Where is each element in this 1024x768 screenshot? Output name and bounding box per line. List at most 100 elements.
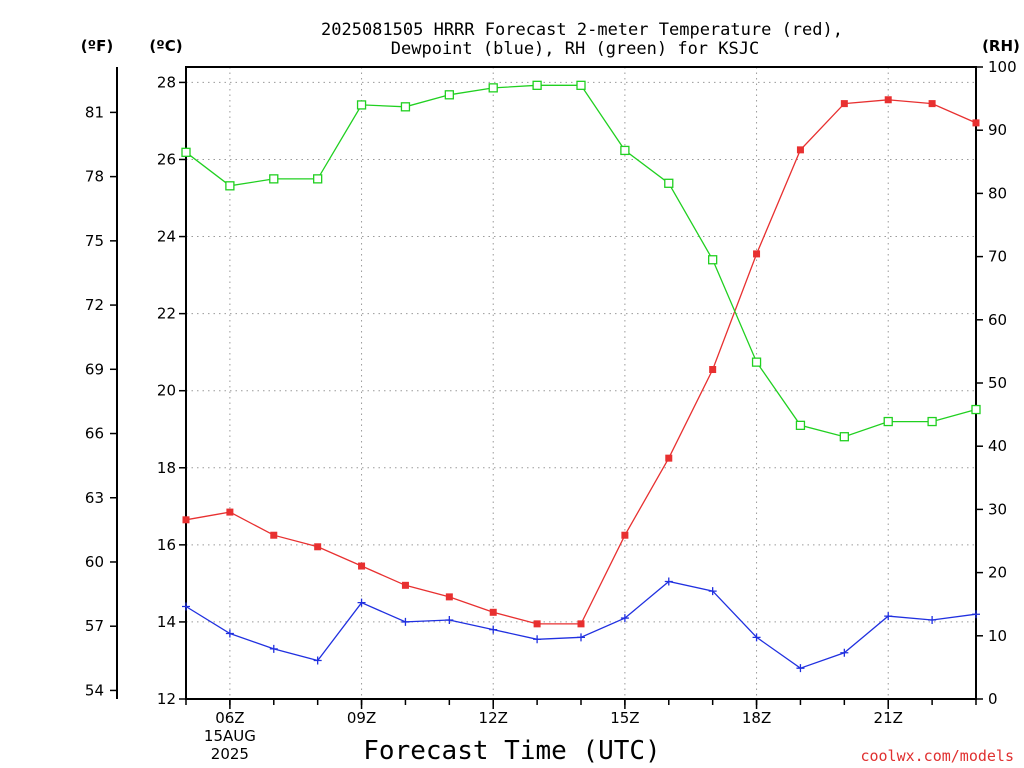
celsius-tick-label: 18 [157, 459, 176, 477]
labels: 2025081505 HRRR Forecast 2-meter Tempera… [81, 20, 1020, 766]
temperature-point [753, 250, 761, 258]
celsius-tick-label: 12 [157, 690, 176, 708]
rh-point [269, 174, 279, 184]
chart-title: 2025081505 HRRR Forecast 2-meter Tempera… [321, 20, 843, 40]
chart-subtitle: Dewpoint (blue), RH (green) for KSJC [391, 39, 759, 59]
x-tick-label: 18Z [742, 709, 771, 727]
x-tick-label: 09Z [347, 709, 376, 727]
temperature-point [489, 608, 497, 616]
credit-link[interactable]: coolwx.com/models [860, 747, 1014, 765]
celsius-tick-label: 20 [157, 382, 176, 400]
dewpoint-point [884, 612, 893, 621]
dewpoint-point [182, 602, 190, 611]
fahrenheit-tick-label: 66 [85, 425, 104, 443]
rh-point [708, 255, 718, 265]
rh-tick-label: 10 [988, 627, 1007, 645]
dewpoint-point [840, 648, 849, 657]
x-date-label: 15AUG [204, 727, 256, 745]
fahrenheit-tick-label: 69 [85, 360, 104, 378]
x-year-label: 2025 [211, 745, 249, 763]
dewpoint-point [708, 587, 717, 596]
rh-point [927, 416, 937, 427]
rh-point [400, 102, 411, 112]
rh-point [313, 174, 323, 184]
dewpoint-point [357, 598, 366, 607]
fahrenheit-tick-label: 75 [85, 232, 104, 250]
rh-point [971, 404, 981, 415]
temperature-point [928, 100, 936, 108]
temperature-point [182, 516, 190, 524]
temperature-point [358, 562, 366, 570]
rh-tick-label: 40 [988, 437, 1007, 455]
rh-line [185, 84, 977, 438]
rh-tick-label: 60 [988, 311, 1007, 329]
celsius-tick-label: 14 [157, 613, 176, 631]
rh-point [664, 178, 674, 188]
celsius-tick-label: 22 [157, 305, 176, 323]
rh-point [225, 181, 235, 191]
fahrenheit-tick-label: 54 [85, 681, 104, 699]
series [181, 80, 981, 673]
x-axis-title: Forecast Time (UTC) [363, 736, 660, 766]
temperature-point [972, 119, 980, 127]
rh-tick-label: 20 [988, 564, 1007, 582]
rh-tick-label: 50 [988, 374, 1007, 392]
x-tick-label: 12Z [479, 709, 508, 727]
temperature-point [401, 581, 409, 589]
temperature-point [445, 593, 453, 601]
rh-unit-label: (RH) [982, 37, 1020, 55]
rh-point [620, 145, 630, 156]
dewpoint-point [928, 616, 937, 624]
dewpoint-point [445, 616, 454, 624]
fahrenheit-unit-label: (ºF) [81, 37, 113, 55]
x-tick-label: 06Z [215, 709, 244, 727]
rh-tick-label: 70 [988, 248, 1007, 266]
celsius-unit-label: (ºC) [149, 37, 182, 55]
temperature-point [270, 531, 278, 539]
temperature-point [314, 543, 322, 551]
fahrenheit-tick-label: 78 [85, 168, 104, 186]
temperature-point [665, 454, 673, 462]
rh-point [576, 80, 586, 90]
dewpoint-point [225, 629, 234, 638]
x-tick-label: 21Z [874, 709, 903, 727]
fahrenheit-tick-label: 72 [85, 296, 104, 314]
celsius-tick-label: 26 [157, 150, 176, 168]
rh-point [883, 416, 893, 427]
rh-point [444, 90, 454, 100]
fahrenheit-tick-label: 63 [85, 489, 104, 507]
dewpoint-point [401, 617, 410, 626]
rh-tick-label: 100 [988, 58, 1017, 76]
rh-tick-label: 30 [988, 500, 1007, 518]
rh-point [751, 357, 762, 367]
dewpoint-point [577, 633, 585, 642]
fahrenheit-tick-label: 57 [85, 617, 104, 635]
rh-point [532, 80, 542, 90]
x-tick-label: 15Z [610, 709, 639, 727]
dewpoint-point [620, 614, 629, 623]
temperature-point [621, 531, 629, 539]
fahrenheit-tick-label: 60 [85, 553, 104, 571]
fahrenheit-tick-label: 81 [85, 103, 104, 121]
temperature-point [884, 96, 892, 104]
dewpoint-point [489, 625, 498, 634]
rh-point [839, 432, 849, 442]
rh-tick-label: 0 [988, 690, 998, 708]
dewpoint-point [752, 633, 761, 642]
temperature-point [226, 508, 234, 516]
rh-point [488, 83, 498, 93]
temperature-point [709, 366, 717, 374]
celsius-tick-label: 16 [157, 536, 176, 554]
dewpoint-point [533, 635, 542, 644]
temperature-point [840, 100, 848, 108]
temperature-point [577, 620, 585, 628]
celsius-tick-label: 28 [157, 73, 176, 91]
rh-point [181, 147, 191, 157]
rh-point [356, 100, 367, 110]
axes: 12 14 16 18 20 22 24 26 28 54 57 60 63 66 69 72 75 78 81 0 1… [85, 58, 1017, 763]
rh-point [795, 420, 806, 430]
dewpoint-point [269, 644, 278, 653]
grid [186, 67, 976, 700]
